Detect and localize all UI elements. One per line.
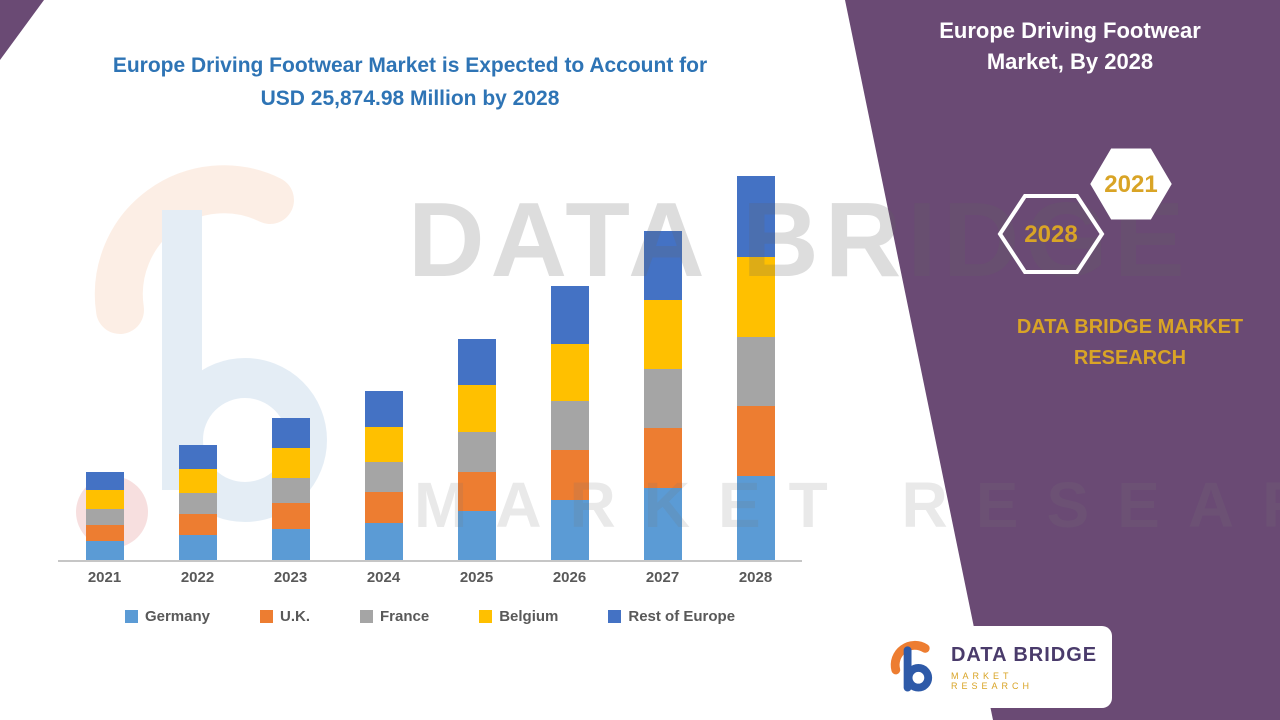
page-title-line1: Europe Driving Footwear Market is Expect… <box>112 54 708 77</box>
bar-2027 <box>643 231 682 560</box>
databridge-logo-mark <box>890 640 933 692</box>
panel-heading-line1: Europe Driving Footwear <box>939 18 1201 43</box>
bar-2022-segment-rest-of-europe <box>178 445 217 470</box>
bar-2024-segment-u-k <box>364 492 403 523</box>
legend-label-belgium: Belgium <box>499 608 559 625</box>
panel-heading: Europe Driving Footwear Market, By 2028 <box>920 16 1220 78</box>
bar-2022-segment-belgium <box>178 469 217 494</box>
legend-label-rest-of-europe: Rest of Europe <box>628 608 736 625</box>
legend-swatch-rest-of-europe <box>608 610 622 623</box>
bar-2025-segment-rest-of-europe <box>457 339 496 386</box>
bar-2028-segment-u-k <box>736 406 775 476</box>
bar-2027-segment-u-k <box>643 428 682 488</box>
bar-2026-segment-rest-of-europe <box>550 286 589 344</box>
bar-2023-segment-belgium <box>271 447 310 478</box>
page-title-line2: USD 25,874.98 Million by 2028 <box>260 86 560 110</box>
bar-2026 <box>550 286 589 560</box>
bar-2025-segment-france <box>457 431 496 472</box>
bar-2023-segment-u-k <box>271 503 310 529</box>
bar-2027-segment-germany <box>643 487 682 560</box>
panel-brand-text: DATA BRIDGE MARKET RESEARCH <box>985 312 1275 374</box>
bar-2025-segment-u-k <box>457 471 496 512</box>
legend-item-rest-of-europe: Rest of Europe <box>608 608 735 625</box>
bar-2023-segment-rest-of-europe <box>271 418 310 448</box>
x-axis-label-2024: 2024 <box>366 569 401 586</box>
bar-2026-segment-france <box>550 401 589 451</box>
chart-plot <box>58 176 802 562</box>
legend-swatch-germany <box>124 610 138 623</box>
legend-swatch-france <box>359 610 373 623</box>
x-axis-label-2022: 2022 <box>180 569 215 586</box>
chart-legend: Germany U.K. France Belgium Rest of Europe <box>58 608 802 625</box>
bar-2027-segment-france <box>643 369 682 429</box>
bar-2028-segment-rest-of-europe <box>736 176 775 257</box>
bar-2023-segment-germany <box>271 528 310 560</box>
x-axis-label-2023: 2023 <box>273 569 308 586</box>
legend-item-belgium: Belgium <box>479 608 558 625</box>
bar-2026-segment-germany <box>550 499 589 560</box>
legend-item-france: France <box>359 608 430 625</box>
bar-2021-segment-france <box>85 508 124 525</box>
bar-2024-segment-germany <box>364 522 403 560</box>
panel-brand-line2: RESEARCH <box>1073 347 1187 369</box>
bar-2022-segment-u-k <box>178 513 217 535</box>
legend-item-u-k: U.K. <box>259 608 310 625</box>
year-hexagons: 2021 2028 <box>997 148 1172 274</box>
bar-2023 <box>271 418 310 560</box>
bar-2024-segment-rest-of-europe <box>364 391 403 427</box>
bar-2024 <box>364 391 403 560</box>
hexagon-2021 <box>1090 148 1172 220</box>
bar-2024-segment-france <box>364 462 403 493</box>
bar-2023-segment-france <box>271 477 310 504</box>
bar-2025 <box>457 339 496 560</box>
bar-2028-segment-belgium <box>736 256 775 338</box>
legend-swatch-belgium <box>479 610 493 623</box>
bar-2022-segment-germany <box>178 534 217 560</box>
panel-heading-line2: Market, By 2028 <box>986 48 1154 74</box>
x-axis-label-2028: 2028 <box>738 569 773 586</box>
x-axis-label-2026: 2026 <box>552 569 587 586</box>
logo-tagline: MARKET RESEARCH <box>950 670 1033 691</box>
bar-2021-segment-rest-of-europe <box>85 471 124 491</box>
bar-2021 <box>85 471 124 560</box>
hexagon-2028-label: 2028 <box>1024 221 1077 248</box>
x-axis-label-2027: 2027 <box>645 569 680 586</box>
logo-name: DATA BRIDGE <box>950 643 1098 666</box>
legend-label-germany: Germany <box>144 608 210 625</box>
x-axis-label-2021: 2021 <box>87 569 122 586</box>
x-axis-label-2025: 2025 <box>459 569 494 586</box>
logo-texts: DATA BRIDGE MARKET RESEARCH <box>951 644 1098 691</box>
bar-2027-segment-rest-of-europe <box>643 231 682 301</box>
bar-2024-segment-belgium <box>364 426 403 462</box>
page-title: Europe Driving Footwear Market is Expect… <box>60 50 760 115</box>
bar-2025-segment-belgium <box>457 385 496 432</box>
legend-label-france: France <box>379 608 430 625</box>
logo-card: DATA BRIDGE MARKET RESEARCH <box>872 626 1112 708</box>
bar-2028-segment-france <box>736 337 775 407</box>
stacked-bar-chart: 2021 2022 2023 2024 2025 2026 2027 2028 Germany… <box>58 176 802 625</box>
chart-xlabels: 2021 2022 2023 2024 2025 2026 2027 2028 <box>58 569 802 586</box>
bar-2022 <box>178 445 217 560</box>
bar-2026-segment-belgium <box>550 343 589 401</box>
bar-2021-segment-belgium <box>85 490 124 509</box>
bar-2028-segment-germany <box>736 475 775 560</box>
bar-2021-segment-u-k <box>85 524 124 541</box>
hexagon-2021-label: 2021 <box>1104 171 1157 198</box>
bar-2026-segment-u-k <box>550 450 589 500</box>
panel-brand-line1: DATA BRIDGE MARKET <box>1016 316 1244 338</box>
legend-item-germany: Germany <box>124 608 210 625</box>
bar-2022-segment-france <box>178 493 217 514</box>
hexagon-2028 <box>997 194 1105 274</box>
bar-2028 <box>736 176 775 560</box>
bar-2025-segment-germany <box>457 511 496 560</box>
legend-swatch-u-k <box>259 610 273 623</box>
legend-label-u-k: U.K. <box>279 608 310 625</box>
bar-2021-segment-germany <box>85 540 124 560</box>
bar-2027-segment-belgium <box>643 300 682 370</box>
